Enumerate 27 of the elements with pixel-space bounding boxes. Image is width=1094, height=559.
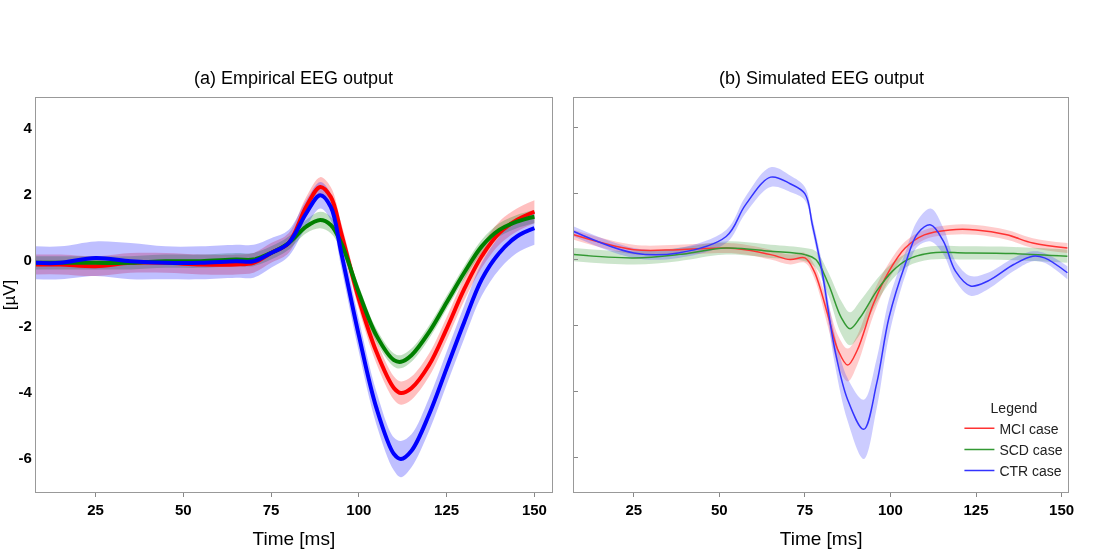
y-tick-label: -6 [18, 448, 32, 466]
x-tick-label: 150 [521, 501, 547, 518]
x-axis-title: Time [ms] [779, 527, 863, 549]
y-tick-label: 2 [23, 184, 32, 202]
x-tick-label: 100 [346, 501, 372, 518]
legend-label: SCD case [999, 441, 1063, 458]
x-tick-label: 75 [796, 501, 814, 518]
chart-title: (a) Empirical EEG output [194, 68, 394, 88]
x-tick-label: 50 [710, 501, 728, 518]
y-tick-label: 0 [23, 250, 32, 268]
x-tick-label: 50 [174, 501, 192, 518]
x-tick-label: 100 [877, 501, 903, 518]
x-tick-label: 125 [434, 501, 460, 518]
chart-title: (b) Simulated EEG output [719, 68, 925, 88]
x-tick-label: 150 [1049, 501, 1075, 518]
x-tick-label: 25 [87, 501, 104, 518]
y-tick-label: 4 [23, 118, 33, 136]
x-tick-label: 25 [625, 501, 643, 518]
legend-label: CTR case [999, 463, 1062, 480]
y-tick-label: -2 [18, 316, 32, 334]
y-tick-label: -4 [18, 382, 33, 400]
legend-title: Legend [990, 399, 1038, 416]
x-tick-label: 125 [963, 501, 989, 518]
x-tick-label: 75 [262, 501, 280, 518]
y-axis-title: [µV] [0, 279, 19, 311]
x-axis-title: Time [ms] [252, 527, 336, 549]
legend-label: MCI case [999, 420, 1059, 437]
